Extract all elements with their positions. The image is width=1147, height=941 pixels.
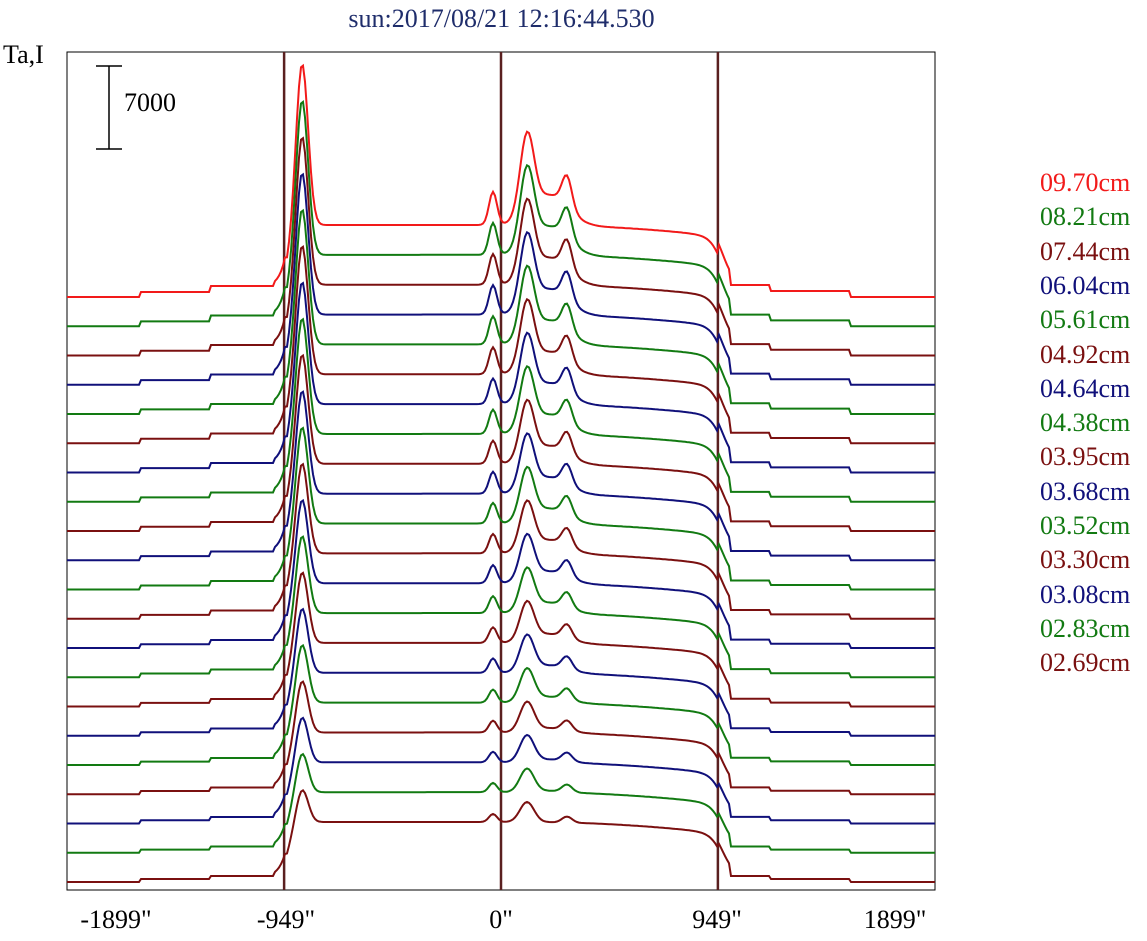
x-tick-label: 1899": [863, 905, 927, 934]
scale-bar: [96, 65, 122, 150]
series-line: [67, 643, 935, 766]
legend-item: 03.68cm: [1040, 476, 1131, 506]
series-line: [67, 208, 935, 415]
series-line: [67, 680, 935, 796]
series-line: [67, 498, 935, 649]
series-line: [67, 752, 935, 854]
legend-item: 04.38cm: [1040, 408, 1131, 438]
legend-item: 03.30cm: [1040, 545, 1131, 575]
chart-title: sun:2017/08/21 12:16:44.530: [348, 4, 655, 33]
legend-item: 04.64cm: [1040, 373, 1131, 403]
legend-item: 03.95cm: [1040, 442, 1131, 472]
series-line: [67, 426, 935, 591]
series-line: [67, 716, 935, 825]
series-line: [67, 245, 935, 445]
legend-item: 07.44cm: [1040, 236, 1131, 266]
series-line: [67, 172, 935, 386]
legend-item: 03.08cm: [1040, 579, 1131, 609]
series-line: [67, 788, 935, 883]
legend-item: 08.21cm: [1040, 202, 1131, 232]
legend-item: 09.70cm: [1040, 168, 1131, 197]
legend-item: 05.61cm: [1040, 305, 1131, 335]
scale-bar-label: 7000: [124, 88, 176, 117]
series-line: [67, 535, 935, 679]
series-line: [67, 390, 935, 562]
series-line: [67, 63, 935, 298]
legend-item: 06.04cm: [1040, 270, 1131, 300]
series-line: [67, 571, 935, 708]
legend-item: 02.69cm: [1040, 648, 1131, 678]
series-line: [67, 353, 935, 532]
series-line: [67, 281, 935, 474]
x-tick-label: -1899": [80, 905, 152, 934]
series-line: [67, 317, 935, 503]
x-tick-label: -949": [256, 905, 316, 934]
series-line: [67, 462, 935, 620]
y-axis-label: Ta,I: [3, 40, 44, 69]
legend-item: 04.92cm: [1040, 339, 1131, 369]
x-tick-label: 0": [489, 905, 513, 934]
x-tick-label: 949": [692, 905, 742, 934]
series-line: [67, 100, 935, 328]
series-line: [67, 136, 935, 357]
legend-item: 02.83cm: [1040, 613, 1131, 643]
legend-item: 03.52cm: [1040, 511, 1131, 540]
series-line: [67, 607, 935, 737]
